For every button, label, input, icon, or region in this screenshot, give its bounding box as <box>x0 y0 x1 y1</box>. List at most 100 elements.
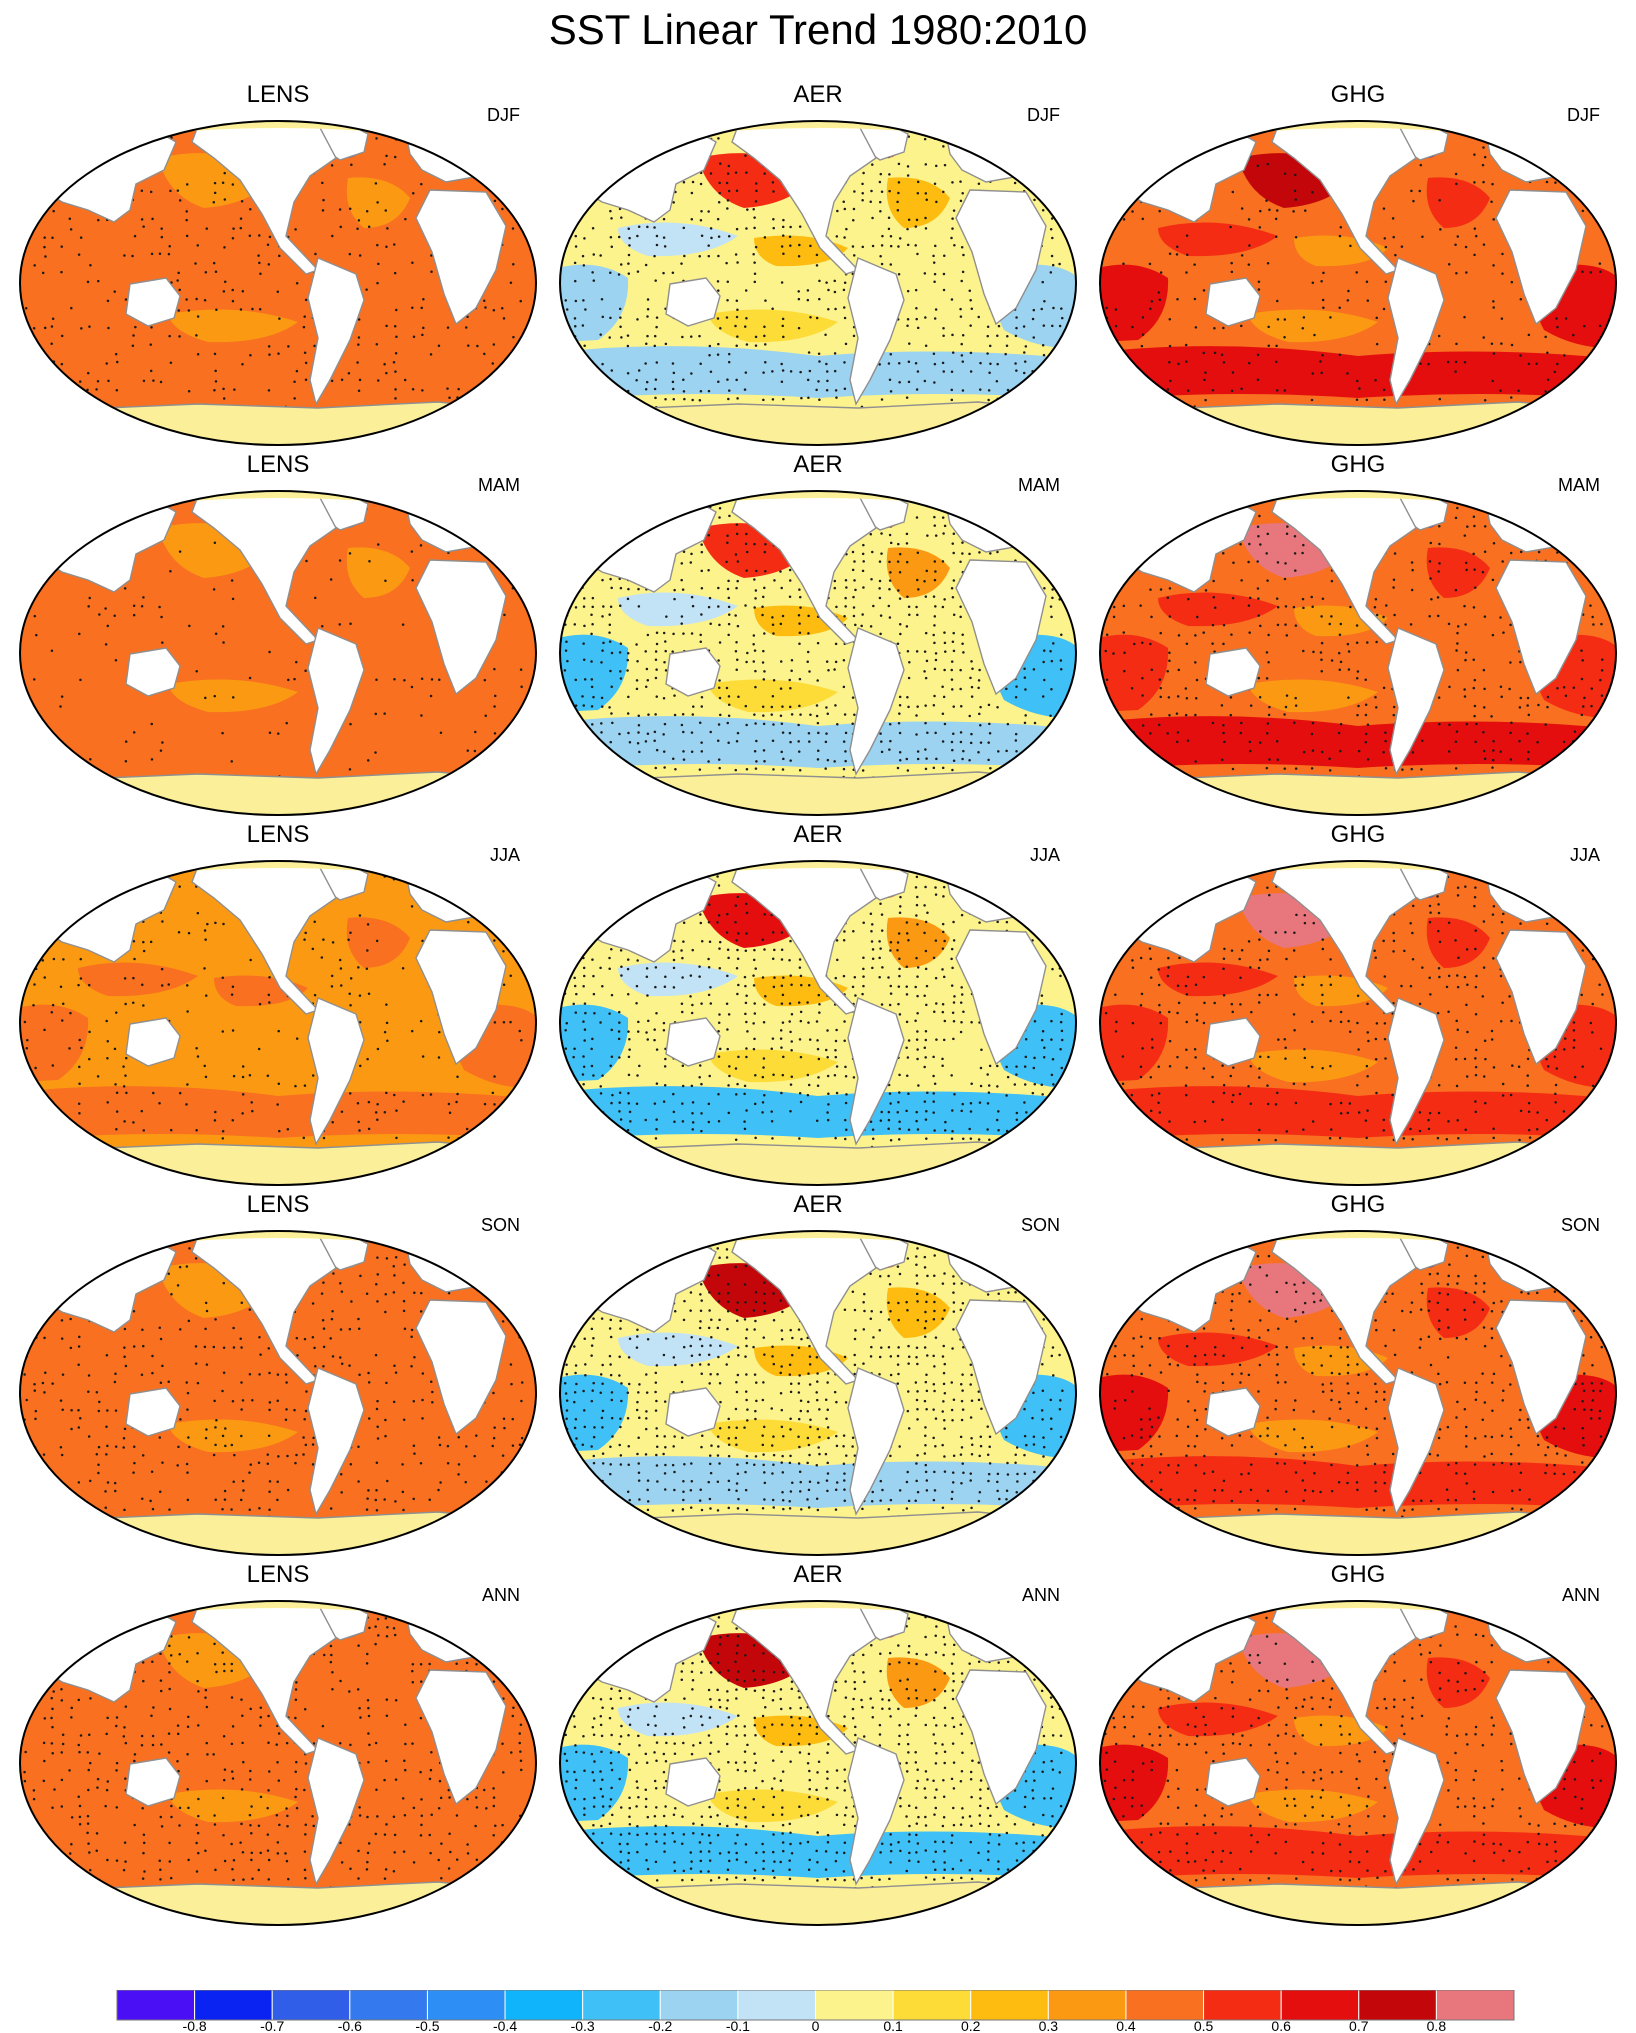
arctic-cap <box>708 1601 928 1612</box>
colorbar-tick-label: 0.5 <box>1194 2018 1214 2033</box>
north-america-landmass <box>731 493 877 645</box>
panel-season-label: MAM <box>1558 475 1600 495</box>
anomaly-region <box>78 222 198 257</box>
anomaly-region <box>20 1374 89 1452</box>
panel-season-label: DJF <box>1027 105 1060 125</box>
antarctica-landmass <box>1136 1881 1600 1925</box>
antarctica-landmass <box>596 771 1060 815</box>
world-map <box>559 490 1077 816</box>
panel-model-label: LENS <box>246 81 310 108</box>
colorbar-swatch <box>1203 1990 1282 2021</box>
colorbar-swatch <box>1047 1990 1127 2021</box>
arctic-cap <box>1248 1231 1468 1242</box>
africa-landmass <box>415 1669 507 1806</box>
anomaly-region <box>886 1287 950 1338</box>
anomaly-region <box>1426 917 1490 968</box>
map-frame <box>1099 1230 1617 1556</box>
panel-season-label: JJA <box>489 845 520 865</box>
anomaly-region <box>346 1657 410 1708</box>
map-panel-lens-ann: LENS ANN <box>8 1560 548 1930</box>
anomaly-region <box>1100 1004 1169 1082</box>
anomaly-region <box>20 1004 89 1082</box>
anomaly-region <box>168 1419 298 1453</box>
anomaly-region <box>578 716 1068 768</box>
anomaly-region <box>20 634 89 712</box>
south-america-landmass <box>1387 627 1445 776</box>
map-frame <box>559 120 1077 446</box>
arctic-cap <box>1248 1601 1468 1612</box>
australia-landmass <box>1205 1387 1261 1437</box>
colorbar-tick-label: 0.6 <box>1271 2018 1291 2033</box>
colorbar-swatch <box>194 1990 273 2021</box>
anomaly-region <box>168 1049 298 1083</box>
colorbar-tick-label: 0.7 <box>1349 2018 1369 2033</box>
panel-season-label: SON <box>480 1215 520 1235</box>
anomaly-region <box>618 592 738 627</box>
colorbar-swatch <box>582 1990 661 2021</box>
map-panel-aer-ann: AER ANN <box>548 1560 1088 1930</box>
africa-landmass <box>415 559 507 696</box>
africa-landmass <box>955 1299 1047 1436</box>
panel-model-label: LENS <box>246 1561 310 1588</box>
world-map <box>1099 1600 1617 1926</box>
map-frame <box>19 1600 537 1926</box>
anomaly-region <box>20 264 89 342</box>
antarctica-landmass <box>596 1141 1060 1185</box>
panel-season-label: JJA <box>1569 845 1600 865</box>
map-panel-aer-son: AER SON <box>548 1190 1088 1560</box>
north-america-landmass <box>731 863 877 1015</box>
north-america-landmass <box>191 493 337 645</box>
south-america-landmass <box>307 1737 365 1886</box>
north-america-landmass <box>1271 863 1417 1015</box>
australia-landmass <box>125 277 181 327</box>
africa-landmass <box>1495 1299 1587 1436</box>
colorbar-swatch <box>737 1990 817 2021</box>
panel-model-label: AER <box>793 1191 843 1218</box>
anomaly-region <box>168 309 298 343</box>
antarctica-landmass <box>1136 1511 1600 1555</box>
antarctica-landmass <box>56 771 520 815</box>
north-america-landmass <box>191 123 337 275</box>
world-map <box>19 120 537 446</box>
anomaly-region <box>1248 679 1378 713</box>
antarctica-landmass <box>56 1141 520 1185</box>
map-panel-ghg-ann: GHG ANN <box>1088 1560 1628 1930</box>
colorbar-swatch <box>970 1990 1049 2021</box>
world-map <box>19 490 537 816</box>
panel-model-label: AER <box>793 81 843 108</box>
panel-model-label: AER <box>793 821 843 848</box>
south-america-landmass <box>1387 997 1445 1146</box>
anomaly-region <box>560 634 629 712</box>
anomaly-region <box>346 547 410 598</box>
world-map <box>19 1230 537 1556</box>
panel-season-label: DJF <box>487 105 520 125</box>
australia-landmass <box>125 647 181 697</box>
panel-grid: LENS DJF AER DJF GHG DJF LENS MAM AER MAM GHG MAM LE… <box>8 81 1628 1930</box>
australia-landmass <box>665 277 721 327</box>
colorbar-swatch <box>349 1990 428 2021</box>
colorbar-tick-label: -0.8 <box>183 2018 207 2033</box>
map-panel-lens-mam: LENS MAM <box>8 450 548 820</box>
colorbar-border <box>116 1990 1515 2021</box>
anomaly-region <box>168 679 298 713</box>
colorbar-tick-label: 0.8 <box>1427 2018 1447 2033</box>
south-america-landmass <box>1387 257 1445 406</box>
anomaly-region <box>1118 1086 1608 1138</box>
page-title: SST Linear Trend 1980:2010 <box>548 6 1088 53</box>
map-panel-aer-mam: AER MAM <box>548 450 1088 820</box>
anomaly-region <box>618 1332 738 1367</box>
anomaly-region <box>1248 1789 1378 1823</box>
anomaly-region <box>886 1657 950 1708</box>
australia-landmass <box>1205 277 1261 327</box>
map-panel-ghg-mam: GHG MAM <box>1088 450 1628 820</box>
colorbar-swatch <box>504 1990 584 2021</box>
africa-landmass <box>955 929 1047 1066</box>
south-america-landmass <box>307 1367 365 1516</box>
world-map <box>1099 490 1617 816</box>
colorbar-swatch <box>271 1990 351 2021</box>
anomaly-region <box>1100 1744 1169 1822</box>
arctic-cap <box>168 121 388 132</box>
map-frame <box>1099 860 1617 1186</box>
panel-season-label: JJA <box>1029 845 1060 865</box>
anomaly-region <box>1158 222 1278 257</box>
